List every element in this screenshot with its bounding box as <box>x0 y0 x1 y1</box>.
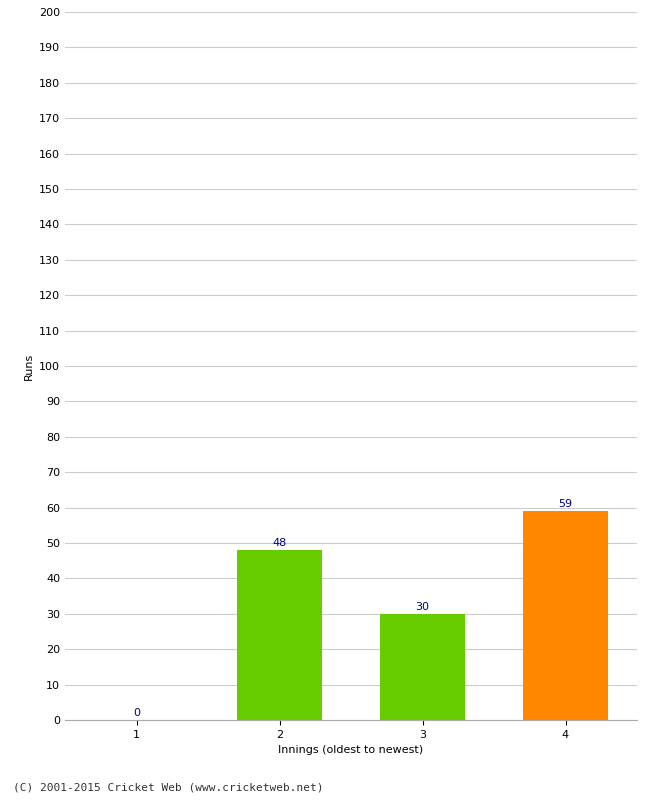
Text: 30: 30 <box>415 602 430 612</box>
Bar <box>237 550 322 720</box>
Text: 0: 0 <box>133 708 140 718</box>
Text: 59: 59 <box>558 499 573 510</box>
X-axis label: Innings (oldest to newest): Innings (oldest to newest) <box>278 746 424 755</box>
Bar <box>523 511 608 720</box>
Bar <box>380 614 465 720</box>
Text: 48: 48 <box>272 538 287 548</box>
Text: (C) 2001-2015 Cricket Web (www.cricketweb.net): (C) 2001-2015 Cricket Web (www.cricketwe… <box>13 782 324 792</box>
Y-axis label: Runs: Runs <box>23 352 33 380</box>
